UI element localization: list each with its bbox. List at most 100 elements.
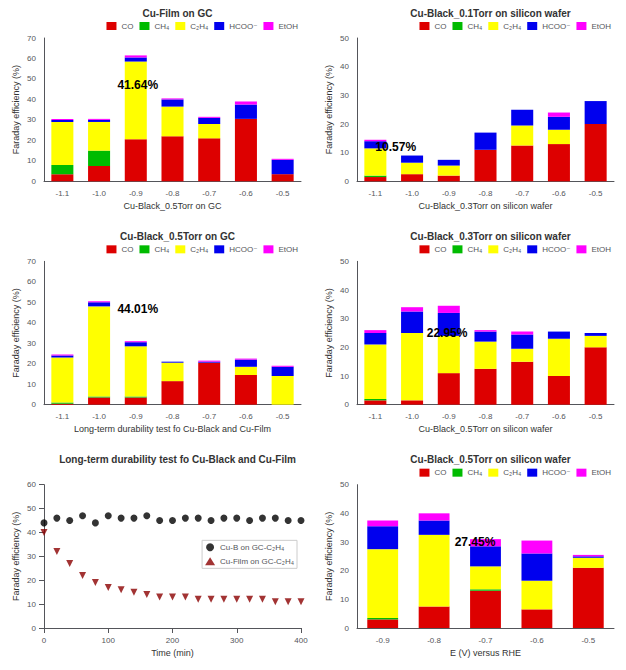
svg-text:EtOH: EtOH [278,245,298,254]
svg-text:-1.1: -1.1 [368,412,382,421]
svg-text:300: 300 [230,636,244,645]
svg-text:-0.6: -0.6 [530,636,544,645]
svg-text:20: 20 [340,120,349,129]
svg-text:40: 40 [340,509,349,518]
svg-text:40: 40 [27,95,36,104]
svg-text:22.95%: 22.95% [427,326,468,340]
svg-text:Cu-Film on GC: Cu-Film on GC [143,8,213,19]
svg-text:-0.7: -0.7 [202,412,216,421]
svg-text:-0.5: -0.5 [589,189,603,198]
svg-text:CO: CO [434,468,446,477]
svg-text:-0.9: -0.9 [129,189,143,198]
svg-text:-0.5: -0.5 [276,412,290,421]
svg-text:C₂H₄: C₂H₄ [503,245,521,254]
svg-text:50: 50 [27,504,36,513]
svg-text:Faraday efficiency (%): Faraday efficiency (%) [324,65,334,154]
svg-text:30: 30 [27,552,36,561]
svg-text:60: 60 [27,480,36,489]
svg-text:Long-term durability test fo C: Long-term durability test fo Cu-Black an… [59,454,296,465]
svg-text:HCOO⁻: HCOO⁻ [542,468,570,477]
svg-text:-0.5: -0.5 [276,189,290,198]
svg-text:-0.8: -0.8 [427,636,441,645]
svg-text:0: 0 [345,400,350,409]
svg-text:E (V) versus RHE: E (V) versus RHE [450,648,521,658]
svg-text:C₂H₄: C₂H₄ [503,468,521,477]
svg-text:-0.8: -0.8 [166,412,180,421]
svg-text:0: 0 [32,624,37,633]
svg-text:Cu-B on GC-C₂H₄: Cu-B on GC-C₂H₄ [220,543,284,552]
svg-text:CH₄: CH₄ [467,22,482,31]
svg-text:40: 40 [27,318,36,327]
svg-text:Cu-Film on GC-C₂H₄: Cu-Film on GC-C₂H₄ [220,557,294,566]
svg-text:10: 10 [27,156,36,165]
svg-text:10: 10 [340,595,349,604]
svg-text:0: 0 [32,177,37,186]
svg-text:50: 50 [340,257,349,266]
svg-text:20: 20 [340,343,349,352]
svg-text:-0.9: -0.9 [442,189,456,198]
svg-text:-0.8: -0.8 [479,189,493,198]
svg-text:-1.0: -1.0 [92,189,106,198]
svg-text:30: 30 [27,115,36,124]
svg-text:HCOO⁻: HCOO⁻ [542,245,570,254]
svg-text:50: 50 [340,34,349,43]
svg-text:20: 20 [27,576,36,585]
svg-text:Cu-Black_0.1Torr on silicon wa: Cu-Black_0.1Torr on silicon wafer [410,8,571,19]
svg-text:-0.9: -0.9 [129,412,143,421]
svg-text:10: 10 [27,380,36,389]
svg-text:20: 20 [27,136,36,145]
svg-text:-0.6: -0.6 [552,189,566,198]
svg-text:EtOH: EtOH [591,245,611,254]
svg-text:HCOO⁻: HCOO⁻ [542,22,570,31]
svg-text:60: 60 [27,277,36,286]
svg-text:HCOO⁻: HCOO⁻ [229,245,257,254]
svg-text:50: 50 [27,74,36,83]
svg-text:-0.5: -0.5 [581,636,595,645]
svg-text:CH₄: CH₄ [467,245,482,254]
svg-text:60: 60 [27,54,36,63]
svg-text:CO: CO [121,22,133,31]
svg-text:EtOH: EtOH [591,468,611,477]
svg-text:Faraday efficiency (%): Faraday efficiency (%) [11,512,21,601]
svg-text:-0.7: -0.7 [202,189,216,198]
svg-text:C₂H₄: C₂H₄ [503,22,521,31]
svg-text:C₂H₄: C₂H₄ [190,22,208,31]
svg-text:10: 10 [340,372,349,381]
svg-text:HCOO⁻: HCOO⁻ [229,22,257,31]
svg-text:41.64%: 41.64% [117,78,158,92]
svg-text:Cu-Black_0.5Torr on GC: Cu-Black_0.5Torr on GC [120,231,235,242]
svg-text:30: 30 [340,91,349,100]
svg-text:-0.6: -0.6 [239,189,253,198]
svg-text:200: 200 [166,636,180,645]
svg-text:-0.6: -0.6 [552,412,566,421]
svg-text:Faraday efficiency (%): Faraday efficiency (%) [11,65,21,154]
svg-text:Faraday efficiency (%): Faraday efficiency (%) [324,512,334,601]
svg-text:-0.8: -0.8 [479,412,493,421]
svg-text:0: 0 [345,624,350,633]
svg-text:10: 10 [27,600,36,609]
svg-text:CH₄: CH₄ [154,22,169,31]
svg-text:-0.9: -0.9 [442,412,456,421]
svg-text:20: 20 [27,359,36,368]
svg-text:Cu-Black_0.5Torr on silicon wa: Cu-Black_0.5Torr on silicon wafer [418,424,552,434]
svg-text:10: 10 [340,148,349,157]
svg-text:10.57%: 10.57% [375,140,416,154]
svg-text:70: 70 [27,34,36,43]
svg-text:50: 50 [340,480,349,489]
svg-text:0: 0 [345,177,350,186]
svg-text:70: 70 [27,257,36,266]
svg-text:27.45%: 27.45% [455,535,496,549]
svg-text:Cu-Black_0.5Torr on silicon wa: Cu-Black_0.5Torr on silicon wafer [410,454,571,465]
svg-text:Cu-Black_0.3Torr on silicon wa: Cu-Black_0.3Torr on silicon wafer [418,201,552,211]
svg-text:40: 40 [340,286,349,295]
svg-text:-0.6: -0.6 [239,412,253,421]
svg-text:30: 30 [340,538,349,547]
svg-text:-1.0: -1.0 [405,189,419,198]
svg-text:-1.0: -1.0 [405,412,419,421]
svg-text:-0.8: -0.8 [166,189,180,198]
svg-text:Time (min): Time (min) [151,648,194,658]
svg-text:Long-term durability test fo C: Long-term durability test fo Cu-Black an… [74,424,271,434]
svg-text:44.01%: 44.01% [117,302,158,316]
svg-text:CO: CO [434,245,446,254]
svg-text:-0.7: -0.7 [515,412,529,421]
